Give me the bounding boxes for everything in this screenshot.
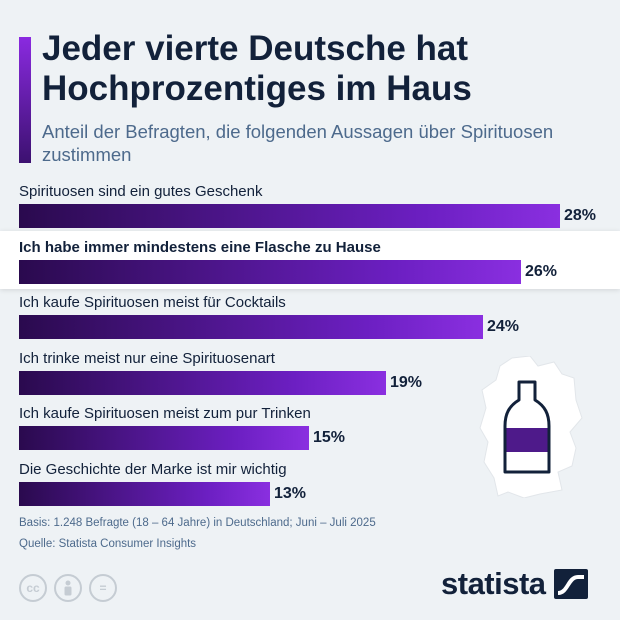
title-accent-bar xyxy=(19,37,31,163)
license-icons: cc = xyxy=(19,574,117,602)
page-subtitle: Anteil der Befragten, die folgenden Auss… xyxy=(42,121,554,165)
bar xyxy=(19,204,560,228)
bar xyxy=(19,481,270,506)
statista-logo[interactable]: statista xyxy=(441,566,588,602)
source-quelle: Quelle: Statista Consumer Insights xyxy=(19,538,197,550)
value-label: 28% xyxy=(564,207,597,224)
bar xyxy=(19,315,483,339)
person-icon xyxy=(64,580,72,596)
logo-text: statista xyxy=(441,566,546,601)
category-label: Ich trinke meist nur eine Spirituosenart xyxy=(19,349,275,367)
category-label: Die Geschichte der Marke ist mir wichtig xyxy=(19,460,287,478)
value-label: 19% xyxy=(390,373,423,391)
bottle-icon xyxy=(503,380,551,474)
value-label: 15% xyxy=(313,429,346,446)
cc-icon[interactable]: cc xyxy=(19,574,47,602)
cc-label: cc xyxy=(26,581,40,595)
category-label: Ich habe immer mindestens eine Flasche z… xyxy=(19,238,381,256)
value-label: 24% xyxy=(487,318,520,335)
category-label: Ich kaufe Spirituosen meist zum pur Trin… xyxy=(19,405,311,422)
bar xyxy=(19,370,386,395)
category-label: Spirituosen sind ein gutes Geschenk xyxy=(19,183,263,200)
source-basis: Basis: 1.248 Befragte (18 – 64 Jahre) in… xyxy=(19,517,376,529)
category-label: Ich kaufe Spirituosen meist für Cocktail… xyxy=(19,294,286,311)
page-title: Jeder vierte Deutsche hat Hochprozentige… xyxy=(42,29,472,108)
bar xyxy=(19,426,309,450)
value-label: 13% xyxy=(274,484,307,502)
no-derivatives-icon[interactable]: = xyxy=(89,574,117,602)
statista-logo-icon xyxy=(553,569,588,599)
bar xyxy=(19,259,521,284)
nd-label: = xyxy=(99,581,107,595)
attribution-icon[interactable] xyxy=(54,574,82,602)
value-label: 26% xyxy=(525,262,558,280)
